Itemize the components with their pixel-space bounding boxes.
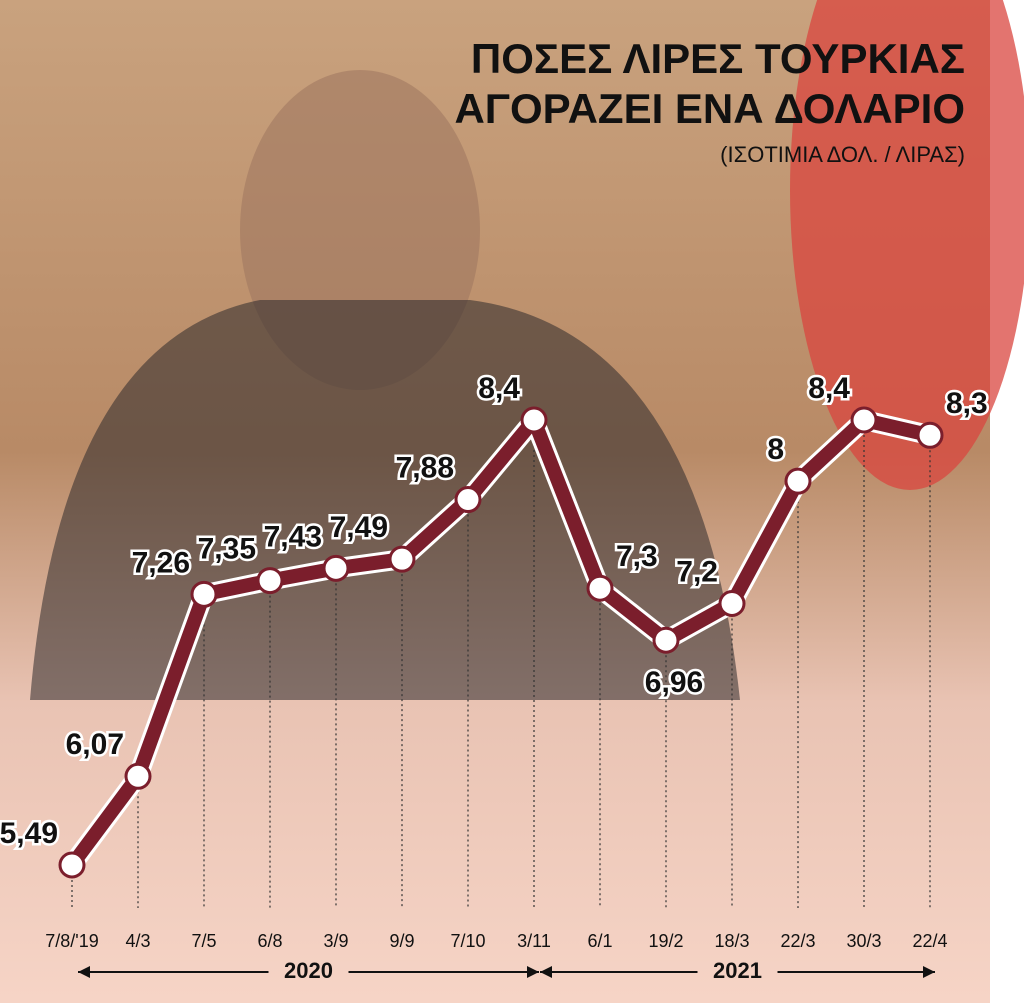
x-tick-label: 4/3 <box>125 931 150 951</box>
point <box>256 567 284 595</box>
subtitle: (ΙΣΟΤΙΜΙΑ ΔΟΛ. / ΛΙΡΑΣ) <box>720 142 965 167</box>
value-label: 8,4 <box>478 372 520 405</box>
title-line: ΑΓΟΡΑΖΕΙ ΕΝΑ ΔΟΛΑΡΙΟ <box>454 85 965 132</box>
point <box>454 486 482 514</box>
point <box>190 580 218 608</box>
x-tick-label: 3/9 <box>323 931 348 951</box>
value-label: 7,43 <box>264 520 322 553</box>
value-label: 7,35 <box>198 532 256 565</box>
balloon <box>790 0 1024 490</box>
point <box>58 851 86 879</box>
value-label: 7,88 <box>396 451 454 484</box>
point <box>322 554 350 582</box>
point <box>124 762 152 790</box>
point <box>718 590 746 618</box>
value-label: 8,4 <box>808 372 850 405</box>
x-tick-label: 6/8 <box>257 931 282 951</box>
value-label: 7,3 <box>616 540 658 573</box>
point <box>652 626 680 654</box>
x-tick-label: 7/5 <box>191 931 216 951</box>
period-label: 2021 <box>713 958 762 983</box>
value-label: 8,3 <box>946 387 988 420</box>
value-label: 7,2 <box>676 555 718 588</box>
title-line: ΠΟΣΕΣ ΛΙΡΕΣ ΤΟΥΡΚΙΑΣ <box>471 35 965 82</box>
x-tick-label: 7/10 <box>450 931 485 951</box>
x-tick-label: 30/3 <box>846 931 881 951</box>
x-tick-label: 19/2 <box>648 931 683 951</box>
x-tick-label: 7/8/'19 <box>45 931 98 951</box>
value-label: 7,26 <box>132 546 190 579</box>
period-label: 2020 <box>284 958 333 983</box>
x-tick-label: 9/9 <box>389 931 414 951</box>
point <box>388 545 416 573</box>
point <box>916 421 944 449</box>
value-label: 5,49 <box>0 817 58 850</box>
x-tick-label: 22/3 <box>780 931 815 951</box>
point <box>520 406 548 434</box>
point <box>850 406 878 434</box>
x-tick-label: 6/1 <box>587 931 612 951</box>
value-label: 8 <box>767 433 784 466</box>
x-tick-label: 22/4 <box>912 931 947 951</box>
point <box>586 574 614 602</box>
x-tick-label: 18/3 <box>714 931 749 951</box>
value-label: 7,49 <box>330 511 388 544</box>
x-tick-label: 3/11 <box>517 931 551 951</box>
value-label: 6,07 <box>66 728 124 761</box>
point <box>784 467 812 495</box>
value-label: 6,96 <box>645 666 703 699</box>
